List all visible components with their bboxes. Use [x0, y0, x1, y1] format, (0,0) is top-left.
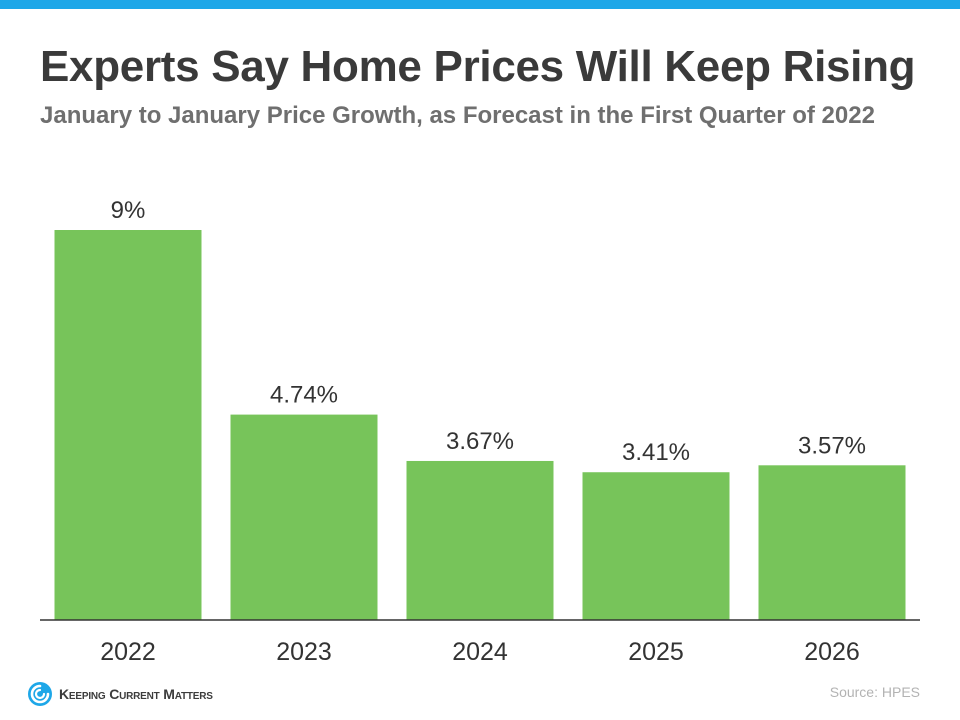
x-tick-2024: 2024: [452, 638, 508, 666]
value-label-2023: 4.74%: [270, 382, 338, 409]
top-accent-bar: [0, 0, 960, 9]
value-label-2024: 3.67%: [446, 428, 514, 455]
x-tick-2023: 2023: [276, 638, 332, 666]
chart-title: Experts Say Home Prices Will Keep Rising: [40, 42, 916, 91]
x-tick-2022: 2022: [100, 638, 156, 666]
bar-2025: [582, 472, 730, 620]
kcm-swirl-icon: [28, 682, 52, 706]
logo-text: Keeping Current Matters: [59, 686, 213, 702]
chart-subtitle: January to January Price Growth, as Fore…: [40, 102, 875, 129]
value-label-2025: 3.41%: [622, 439, 690, 466]
bars-group: [54, 230, 906, 620]
value-label-2026: 3.57%: [798, 432, 866, 459]
bar-2022: [54, 230, 202, 620]
x-tick-2026: 2026: [804, 638, 860, 666]
bar-2024: [406, 460, 554, 620]
bar-2023: [230, 414, 378, 620]
source-note: Source: HPES: [829, 684, 920, 700]
x-tick-2025: 2025: [628, 638, 684, 666]
kcm-logo: Keeping Current Matters: [27, 680, 213, 708]
value-labels-group: 9% 4.74% 3.67% 3.41% 3.57%: [111, 197, 866, 466]
x-tick-labels-group: 2022 2023 2024 2025 2026: [100, 638, 860, 666]
bar-chart: 9%4.74%3.67% 3.41% 3.57% 2022 2023 2024 2025 2…: [40, 197, 920, 666]
value-label-2022: 9%: [111, 197, 146, 224]
bar-2026: [758, 465, 906, 620]
